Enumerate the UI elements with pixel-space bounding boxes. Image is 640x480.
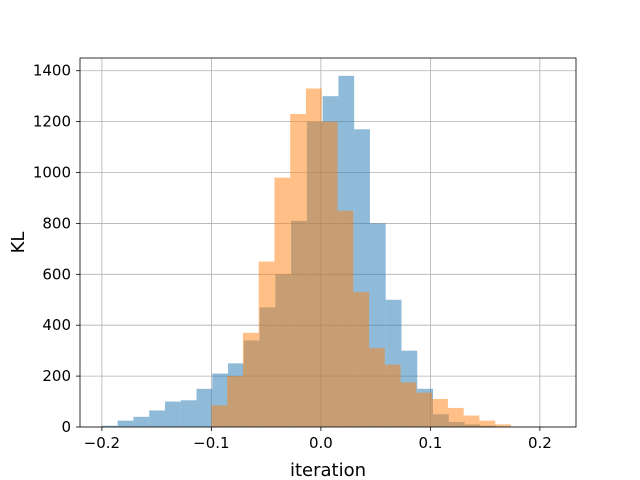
y-axis-label: KL [8, 232, 29, 254]
histogram-bar-series-2 [211, 405, 228, 427]
histogram-bar-series-2 [353, 292, 370, 427]
histogram-bar-series-2 [305, 88, 322, 427]
histogram-bar-series-2 [479, 420, 496, 427]
histogram-bar-series-2 [447, 407, 464, 427]
y-tick-label: 200 [42, 367, 71, 385]
y-tick-label: 800 [42, 214, 71, 232]
x-tick-label: 0.1 [418, 434, 442, 452]
histogram-bar-series-1 [196, 388, 213, 427]
y-tick-label: 1000 [33, 164, 71, 182]
histogram-bar-series-1 [117, 420, 134, 427]
x-tick-label: −0.2 [84, 434, 120, 452]
histogram-bar-series-2 [463, 415, 480, 427]
histogram-bar-series-2 [369, 348, 385, 427]
histogram-bar-series-1 [164, 401, 181, 427]
histogram-bar-series-1 [180, 400, 197, 427]
histogram-bar-series-2 [321, 121, 338, 427]
histogram-bar-series-2 [242, 332, 259, 427]
histogram-bar-series-2 [227, 376, 243, 427]
plot-frame [79, 57, 577, 428]
histogram-bar-series-2 [384, 364, 401, 427]
histogram-bar-series-2 [432, 399, 448, 427]
histogram-bar-series-1 [101, 425, 118, 427]
y-tick-label: 1200 [33, 113, 71, 131]
y-tick-label: 400 [42, 316, 71, 334]
y-tick-label: 1400 [33, 62, 71, 80]
histogram-bar-series-2 [495, 424, 511, 427]
histogram-bar-series-2 [258, 261, 275, 427]
x-tick-label: −0.1 [193, 434, 229, 452]
histogram-bars [101, 75, 544, 428]
histogram-bar-series-2 [290, 113, 306, 427]
histogram-bar-series-2 [400, 382, 417, 427]
y-tick-label: 0 [61, 418, 71, 436]
histogram-bar-series-1 [149, 410, 165, 427]
x-axis-label: iteration [290, 460, 366, 480]
x-tick-label: 0.0 [309, 434, 333, 452]
histogram-bar-series-2 [274, 177, 291, 427]
histogram-bar-series-2 [337, 210, 354, 427]
histogram-bar-series-2 [416, 392, 433, 427]
axis-ticks: −0.2 −0.1 0.0 0.1 0.2 0 200 400 600 800 1000 1200 14… [33, 62, 552, 452]
y-tick-label: 600 [42, 265, 71, 283]
x-tick-label: 0.2 [528, 434, 552, 452]
histogram-bar-series-1 [133, 416, 150, 427]
